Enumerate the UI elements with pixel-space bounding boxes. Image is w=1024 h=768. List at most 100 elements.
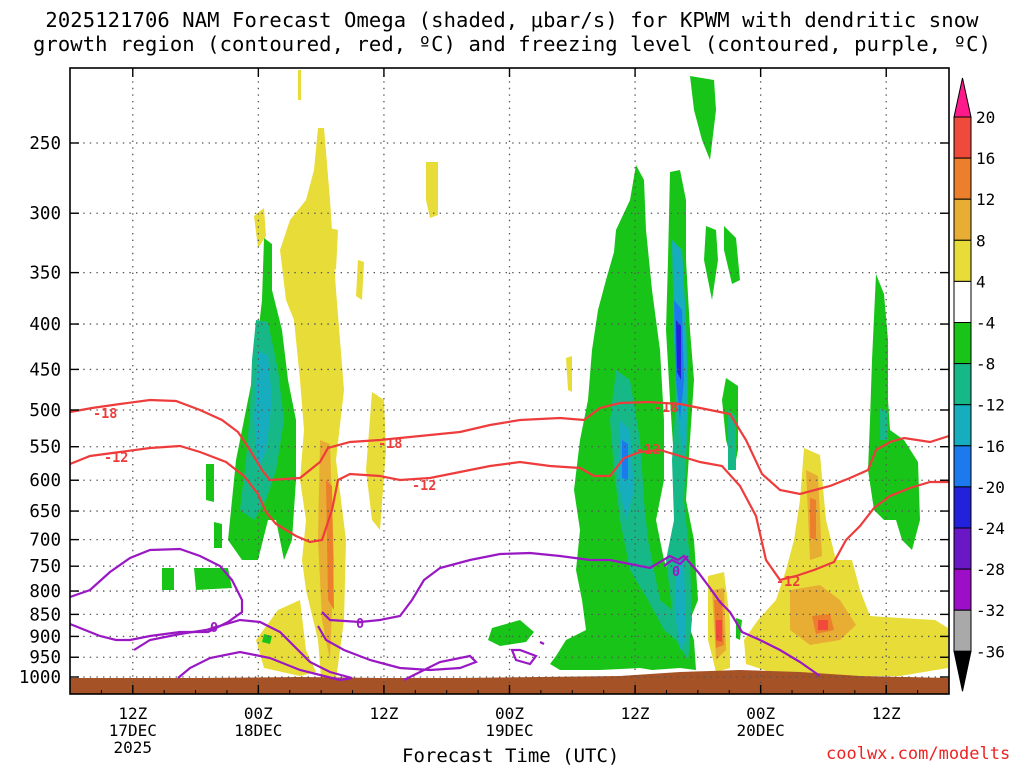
y-tick-label: 350 [29, 264, 61, 284]
y-tick-label: 500 [29, 401, 61, 421]
chart-title-line2: growth region (contoured, red, ºC) and f… [32, 32, 992, 56]
y-tick-label: 750 [29, 557, 61, 577]
omega-area [676, 560, 686, 650]
colorbar-label: -8 [976, 355, 995, 374]
colorbar-swatch [953, 486, 972, 529]
omega-area [716, 620, 722, 642]
contour-label: -12 [104, 450, 128, 466]
contour-freezing-main [321, 551, 821, 677]
x-tick-label: 12Z [872, 704, 901, 723]
colorbar-swatch [953, 157, 972, 200]
contour-label: -18 [378, 436, 402, 452]
y-tick-label: 850 [29, 605, 61, 625]
y-tick-label: 700 [29, 531, 61, 551]
y-tick-label: 400 [29, 315, 61, 335]
colorbar-label: -16 [976, 437, 1005, 456]
y-tick-label: 950 [29, 648, 61, 668]
omega-area [366, 392, 386, 530]
y-axis: 2503003504004505005506006507007508008509… [19, 134, 949, 688]
y-tick-label: 550 [29, 438, 61, 458]
chart-title-line1: 2025121706 NAM Forecast Omega (shaded, μ… [45, 8, 979, 32]
colorbar-swatch [953, 404, 972, 447]
contour-label: 0 [210, 620, 218, 636]
colorbar-swatch [953, 445, 972, 488]
omega-area [810, 498, 816, 540]
contour-minus12 [69, 444, 949, 582]
colorbar-top-arrow [953, 77, 972, 118]
contour-label: 0 [672, 564, 680, 580]
y-tick-label: 800 [29, 582, 61, 602]
freezing-level-contours [69, 547, 821, 682]
omega-area [254, 208, 266, 248]
colorbar-label: -20 [976, 478, 1005, 497]
gridlines [70, 68, 949, 694]
omega-area [622, 440, 628, 480]
omega-area [356, 260, 364, 300]
contour-label: 0 [356, 616, 364, 632]
omega-area [262, 634, 272, 644]
omega-darkblue-areas [676, 320, 681, 380]
omega-area [298, 70, 301, 100]
omega-area [426, 162, 438, 218]
colorbar-label: -4 [976, 314, 995, 333]
omega-area [330, 228, 338, 270]
omega-area [818, 620, 828, 630]
colorbar-swatch [953, 280, 972, 323]
colorbar-bottom-arrow [953, 650, 972, 692]
omega-area [724, 226, 740, 284]
contour-label: -12 [776, 574, 800, 590]
omega-area [566, 356, 572, 392]
colorbar-label: 8 [976, 231, 986, 250]
omega-area [206, 464, 214, 502]
y-tick-label: 900 [29, 627, 61, 647]
x-tick-label: 00Z [244, 704, 273, 723]
x-tick-label: 00Z [495, 704, 524, 723]
y-tick-label: 650 [29, 502, 61, 522]
contour-minus18 [69, 398, 950, 496]
x-tick-label: 2025 [114, 738, 153, 757]
y-tick-label: 600 [29, 471, 61, 491]
contour-freezing-main [663, 555, 689, 567]
x-tick-label: 00Z [746, 704, 775, 723]
credit-link[interactable]: coolwx.com/modelts [826, 744, 1011, 764]
y-tick-label: 300 [29, 204, 61, 224]
omega-area [254, 350, 272, 470]
x-tick-label: 18DEC [234, 721, 282, 740]
contour-freezing-main [510, 648, 538, 666]
contour-label: -12 [412, 478, 436, 494]
colorbar-swatch [953, 239, 972, 282]
x-axis-title: Forecast Time (UTC) [402, 745, 620, 767]
colorbar: 20 16 12 8 4 -4 -8 -12 -16 -20 -24 -28 -32 -36 [953, 77, 1005, 692]
omega-area [488, 620, 534, 646]
x-tick-label: 20DEC [737, 721, 785, 740]
omega-area [676, 320, 681, 380]
colorbar-label: 12 [976, 190, 995, 209]
omega-shading [162, 70, 948, 690]
omega-area [162, 568, 174, 590]
colorbar-label: -24 [976, 519, 1005, 538]
colorbar-swatch [953, 609, 972, 652]
colorbar-swatch [953, 527, 972, 570]
dendritic-contours [69, 398, 950, 582]
contour-label: -18 [93, 406, 117, 422]
y-tick-label: 250 [29, 134, 61, 154]
omega-area [880, 408, 888, 440]
y-tick-label: 450 [29, 360, 61, 380]
colorbar-swatch [953, 198, 972, 241]
colorbar-label: -36 [976, 642, 1005, 661]
colorbar-label: -28 [976, 560, 1005, 579]
colorbar-swatch [953, 363, 972, 406]
contour-freezing-main [69, 547, 244, 642]
x-tick-label: 12Z [369, 704, 398, 723]
colorbar-label: 20 [976, 108, 995, 127]
x-tick-label: 19DEC [485, 721, 533, 740]
omega-area [194, 568, 232, 590]
y-tick-label: 1000 [19, 668, 61, 688]
contour-freezing-main [539, 641, 545, 645]
contour-label: -12 [636, 442, 660, 458]
contour-labels: -18 -18 -18 -12 -12 -12 -12 0 0 0 [93, 400, 800, 636]
x-tick-label: 17DEC [109, 721, 157, 740]
colorbar-swatch [953, 568, 972, 611]
